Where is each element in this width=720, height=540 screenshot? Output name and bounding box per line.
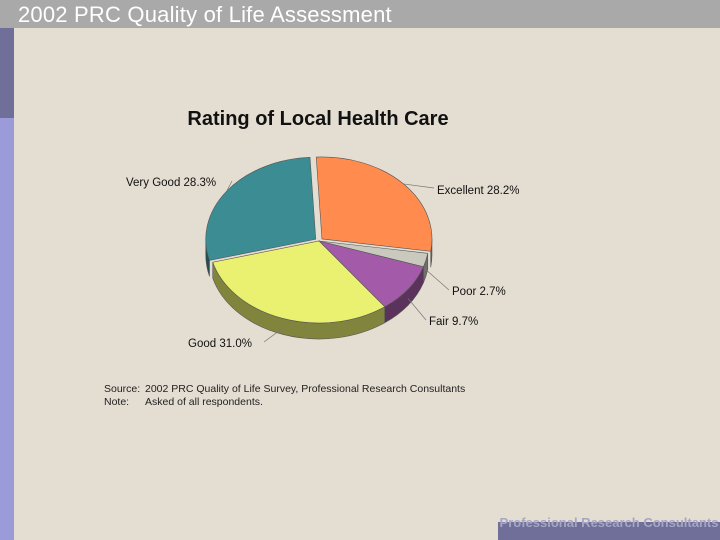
leader-line-good [263, 327, 284, 343]
data-label-very-good: Very Good 28.3% [126, 177, 216, 189]
note-text: Asked of all respondents. [145, 396, 263, 408]
left-accent-stripe-top [0, 0, 14, 118]
leader-line-very-good [226, 180, 233, 192]
pie-slice-excellent [315, 156, 433, 252]
source-line: Source: 2002 PRC Quality of Life Survey, … [104, 383, 465, 396]
slide-title: 2002 PRC Quality of Life Assessment [18, 2, 392, 27]
data-label-fair: Fair 9.7% [429, 316, 478, 328]
footer-bar [498, 522, 720, 540]
data-label-excellent: Excellent 28.2% [437, 185, 519, 197]
left-accent-stripe-bottom [0, 118, 14, 540]
data-label-good: Good 31.0% [188, 338, 252, 350]
slide-title-bar: 2002 PRC Quality of Life Assessment [0, 0, 720, 28]
source-note: Source: 2002 PRC Quality of Life Survey, … [104, 383, 465, 409]
note-label: Note: [104, 396, 130, 408]
note-line: Note: Asked of all respondents. [104, 396, 465, 409]
leader-line-excellent [403, 183, 435, 189]
chart-title: Rating of Local Health Care [187, 108, 449, 130]
footer-brand-text: Professional Research Consultants [499, 515, 719, 530]
source-label: Source: [104, 383, 141, 395]
leader-line-poor [425, 269, 450, 291]
data-label-poor: Poor 2.7% [452, 286, 506, 298]
leader-line-fair [407, 298, 427, 321]
pie-slice-very-good [205, 157, 317, 261]
source-text: 2002 PRC Quality of Life Survey, Profess… [145, 383, 466, 395]
pie-slice-good [212, 240, 386, 324]
